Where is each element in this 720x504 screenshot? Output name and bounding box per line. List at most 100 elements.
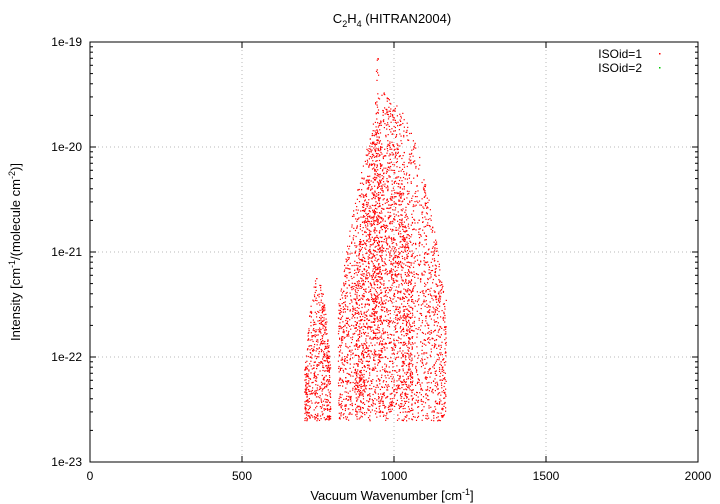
data-point: [424, 367, 426, 369]
data-point: [318, 402, 320, 404]
data-point: [373, 359, 375, 361]
data-point: [388, 155, 390, 157]
data-point: [357, 369, 359, 371]
data-point: [396, 353, 398, 355]
data-point: [415, 242, 417, 244]
data-point: [434, 330, 436, 332]
data-point: [386, 185, 389, 187]
data-point: [399, 315, 402, 317]
data-point: [385, 108, 387, 110]
data-point: [378, 136, 380, 138]
data-point: [305, 389, 307, 391]
data-point: [324, 307, 326, 309]
data-point: [349, 319, 351, 321]
data-point: [349, 367, 351, 369]
data-point: [354, 298, 357, 300]
data-point: [364, 199, 366, 201]
data-point: [374, 143, 376, 145]
data-point: [403, 388, 405, 391]
data-point: [326, 404, 328, 406]
data-point: [346, 277, 348, 279]
data-point: [369, 223, 371, 225]
data-point: [418, 319, 420, 321]
data-point: [337, 317, 339, 319]
data-point: [402, 384, 404, 386]
data-point: [343, 284, 345, 286]
data-point: [411, 359, 413, 361]
data-point: [408, 362, 410, 364]
data-point: [411, 294, 414, 296]
data-point: [357, 267, 359, 269]
data-point: [379, 400, 381, 402]
data-point: [429, 301, 431, 303]
data-point: [385, 381, 387, 383]
data-point: [378, 74, 380, 76]
data-point: [374, 185, 376, 187]
data-point: [346, 372, 348, 374]
data-point: [398, 337, 400, 339]
data-point: [428, 342, 431, 344]
data-point: [432, 265, 434, 267]
data-point: [408, 158, 410, 160]
data-point: [433, 410, 435, 412]
data-point: [403, 310, 405, 312]
data-point: [329, 410, 331, 412]
data-point: [371, 146, 373, 148]
data-point: [344, 295, 346, 297]
data-point: [399, 350, 401, 352]
data-point: [304, 412, 306, 415]
data-point: [308, 389, 310, 391]
data-point: [407, 261, 409, 263]
data-point: [365, 338, 367, 340]
data-point: [445, 337, 447, 339]
data-point: [379, 269, 381, 271]
data-point: [305, 409, 307, 411]
data-point: [315, 358, 318, 360]
data-point: [376, 79, 378, 81]
data-point: [381, 302, 383, 305]
data-point: [405, 264, 407, 266]
data-point: [364, 209, 366, 211]
data-point: [412, 205, 414, 208]
data-point: [378, 276, 380, 278]
data-point: [435, 267, 437, 270]
data-point: [368, 377, 370, 379]
data-point: [374, 403, 376, 405]
data-point: [391, 238, 393, 240]
data-point: [394, 343, 396, 345]
data-point: [367, 332, 369, 334]
data-point: [356, 218, 359, 221]
data-point: [391, 183, 393, 185]
data-point: [372, 249, 375, 251]
data-point: [412, 252, 414, 254]
data-point: [394, 370, 396, 372]
data-point: [374, 300, 376, 302]
data-point: [342, 321, 344, 323]
data-point: [339, 385, 341, 387]
data-point: [348, 335, 350, 337]
data-point: [363, 357, 365, 359]
data-point: [328, 362, 330, 364]
data-point: [400, 240, 402, 243]
data-point: [360, 392, 362, 394]
data-point: [432, 226, 434, 228]
data-point: [363, 206, 365, 208]
data-point: [378, 350, 380, 352]
data-point: [409, 372, 411, 374]
data-point: [369, 326, 371, 329]
data-point: [393, 397, 395, 399]
data-point: [308, 385, 310, 387]
data-point: [415, 273, 417, 275]
data-point: [351, 215, 354, 217]
data-point: [381, 374, 383, 376]
data-point: [339, 393, 341, 395]
data-point: [338, 398, 340, 400]
data-point: [375, 334, 377, 336]
data-point: [392, 404, 394, 406]
data-point: [412, 409, 414, 411]
data-point: [445, 380, 447, 382]
data-point: [398, 404, 400, 406]
data-point: [368, 400, 370, 402]
grid: [90, 42, 698, 462]
